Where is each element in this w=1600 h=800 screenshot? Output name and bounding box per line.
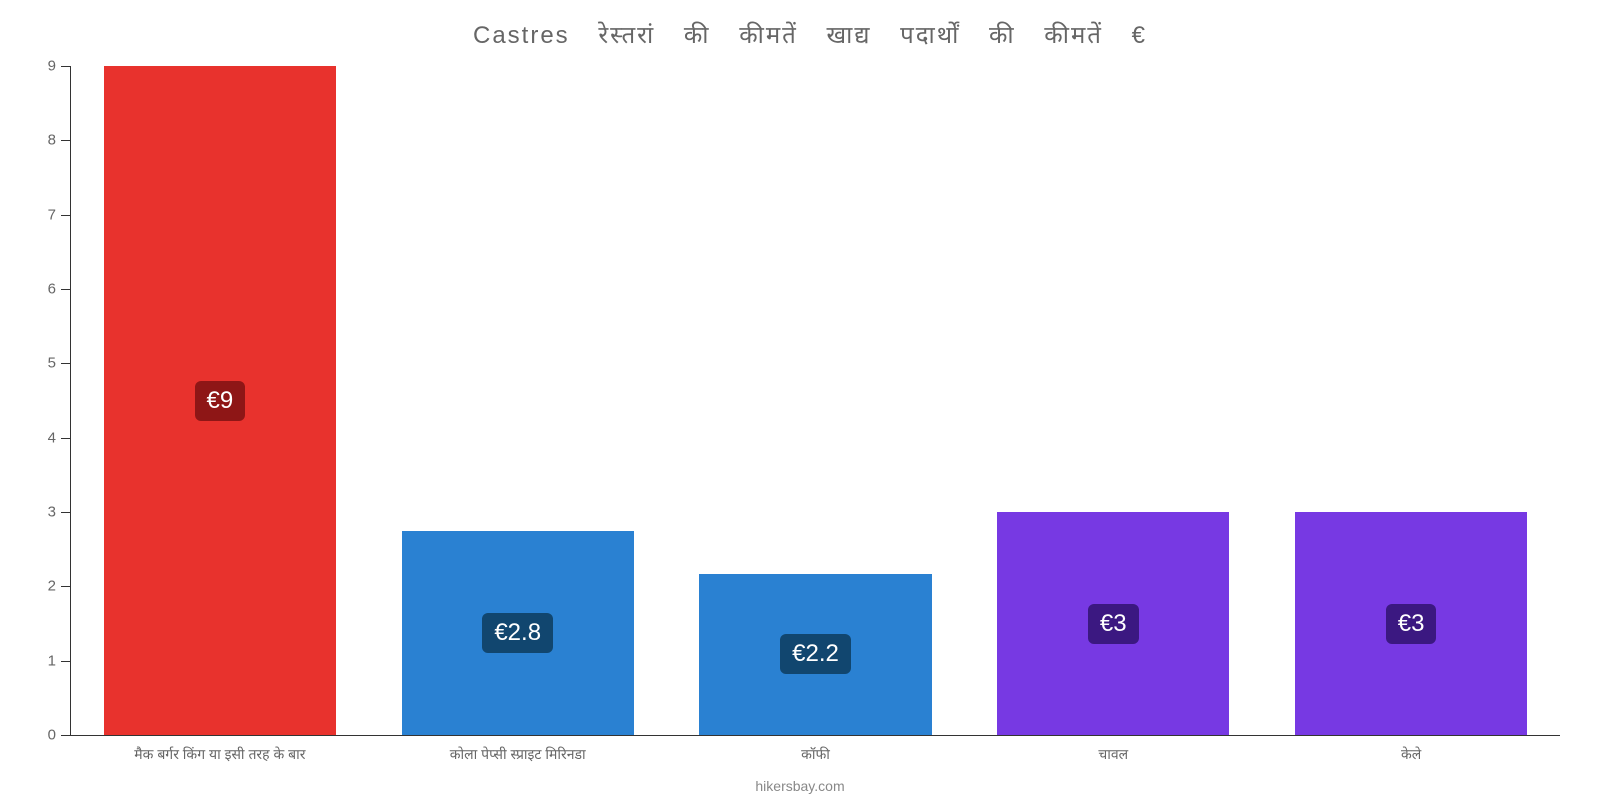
y-tick-label: 1 — [31, 652, 56, 669]
bar: €2.2 — [699, 574, 931, 735]
bar-slot: €3चावल — [964, 66, 1262, 735]
value-badge: €2.8 — [482, 613, 553, 653]
bar-slot: €9मैक बर्गर किंग या इसी तरह के बार — [71, 66, 369, 735]
y-tick — [61, 289, 71, 290]
chart-container: Castres रेस्तरां की कीमतें खाद्य पदार्थो… — [0, 0, 1600, 800]
bar-slot: €3केले — [1262, 66, 1560, 735]
chart-title: Castres रेस्तरां की कीमतें खाद्य पदार्थो… — [60, 10, 1560, 66]
y-tick — [61, 215, 71, 216]
y-tick-label: 5 — [31, 355, 56, 372]
y-tick-label: 4 — [31, 429, 56, 446]
plot-area: €9मैक बर्गर किंग या इसी तरह के बार€2.8को… — [70, 66, 1560, 736]
y-tick-label: 7 — [31, 206, 56, 223]
y-tick-label: 6 — [31, 281, 56, 298]
y-tick — [61, 661, 71, 662]
value-badge: €3 — [1386, 604, 1437, 644]
bars-group: €9मैक बर्गर किंग या इसी तरह के बार€2.8को… — [71, 66, 1560, 735]
bar: €3 — [997, 512, 1229, 735]
x-category-label: चावल — [1098, 735, 1128, 764]
chart-footer: hikersbay.com — [0, 778, 1600, 794]
value-badge: €3 — [1088, 604, 1139, 644]
y-tick-label: 8 — [31, 132, 56, 149]
bar-slot: €2.2कॉफी — [667, 66, 965, 735]
bar: €3 — [1295, 512, 1527, 735]
value-badge: €9 — [195, 381, 246, 421]
bar: €2.8 — [402, 531, 634, 735]
bar: €9 — [104, 66, 336, 735]
value-badge: €2.2 — [780, 634, 851, 674]
y-tick — [61, 586, 71, 587]
y-tick-label: 2 — [31, 578, 56, 595]
y-tick-label: 9 — [31, 58, 56, 75]
y-tick — [61, 140, 71, 141]
y-tick-label: 0 — [31, 727, 56, 744]
y-tick — [61, 66, 71, 67]
y-tick-label: 3 — [31, 504, 56, 521]
y-tick — [61, 438, 71, 439]
x-category-label: केले — [1401, 735, 1421, 764]
y-tick — [61, 735, 71, 736]
x-category-label: कोला पेप्सी स्प्राइट मिरिनडा — [450, 735, 586, 764]
y-tick — [61, 363, 71, 364]
y-tick — [61, 512, 71, 513]
x-category-label: मैक बर्गर किंग या इसी तरह के बार — [134, 735, 305, 764]
bar-slot: €2.8कोला पेप्सी स्प्राइट मिरिनडा — [369, 66, 667, 735]
x-category-label: कॉफी — [801, 735, 830, 764]
